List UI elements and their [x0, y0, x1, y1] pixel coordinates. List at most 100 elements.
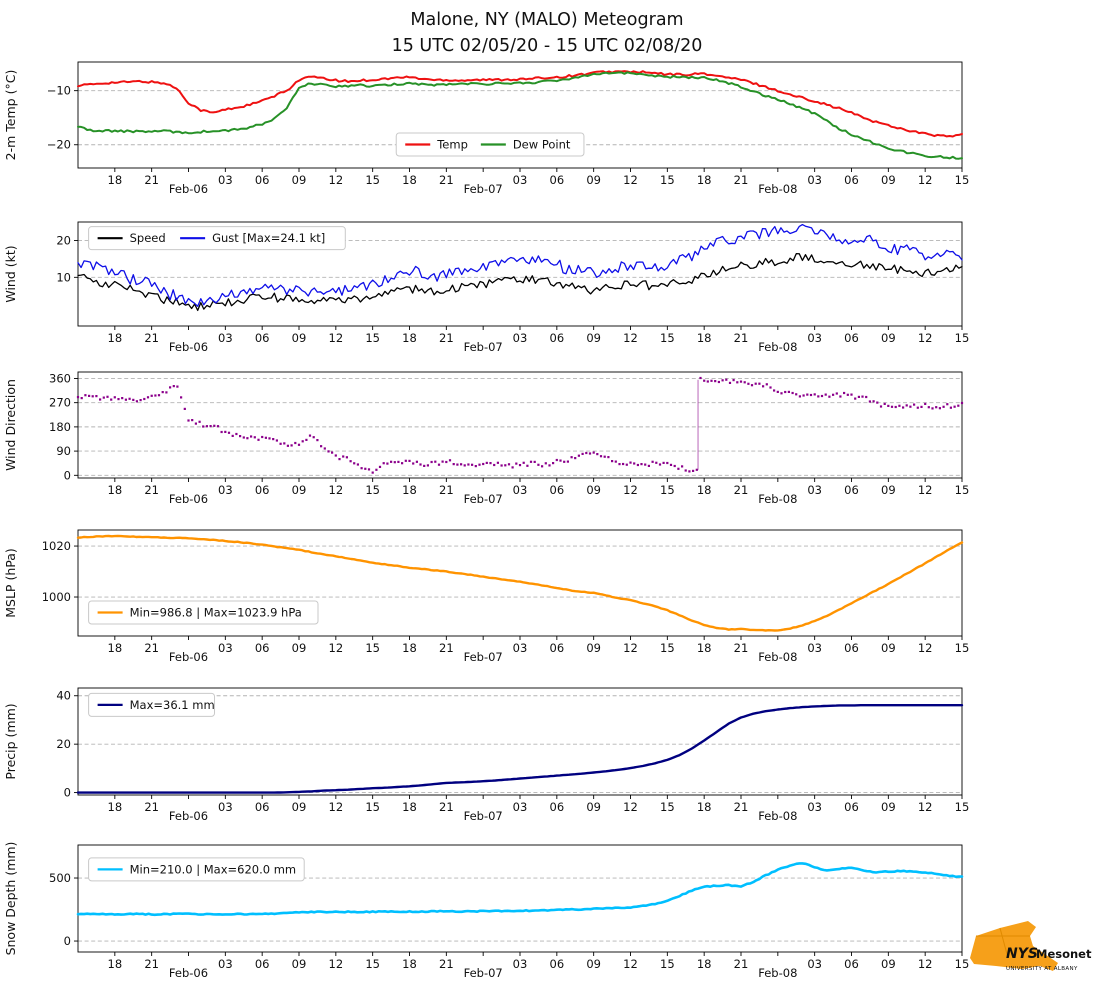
- winddir-dot: [773, 389, 776, 392]
- winddir-dot: [275, 439, 278, 442]
- x-tick-label: 15: [660, 331, 675, 345]
- winddir-dot: [857, 395, 860, 398]
- winddir-dot: [239, 435, 242, 438]
- x-tick-label: 18: [697, 331, 712, 345]
- x-tick-label: 15: [660, 800, 675, 814]
- winddir-dot: [231, 434, 234, 437]
- winddir-dot: [902, 406, 905, 409]
- winddir-dot: [795, 393, 798, 396]
- winddir-dot: [765, 383, 768, 386]
- winddir-dot: [563, 460, 566, 463]
- x-tick-label: 03: [218, 957, 233, 971]
- x-tick-label: 12: [918, 331, 933, 345]
- winddir-dot: [780, 392, 783, 395]
- x-tick-label: 12: [329, 957, 344, 971]
- x-tick-label: 03: [218, 331, 233, 345]
- winddir-dot: [264, 436, 267, 439]
- x-tick-label: 21: [734, 800, 749, 814]
- winddir-dot: [364, 467, 367, 470]
- winddir-dot: [699, 376, 702, 380]
- winddir-dot: [412, 462, 415, 465]
- winddir-dot: [511, 466, 514, 469]
- x-tick-label: Feb-08: [758, 182, 797, 196]
- winddir-dot: [301, 440, 304, 443]
- winddir-dot: [382, 462, 385, 465]
- winddir-dot: [949, 406, 952, 409]
- winddir-dot: [865, 395, 868, 399]
- winddir-dot: [415, 460, 418, 463]
- x-tick-label: Feb-07: [464, 492, 503, 506]
- winddir-dot: [581, 452, 584, 455]
- winddir-dot: [938, 407, 941, 410]
- x-tick-label: Feb-07: [464, 340, 503, 354]
- x-tick-label: 03: [218, 641, 233, 655]
- winddir-dot: [854, 397, 857, 400]
- winddir-dot: [629, 461, 632, 464]
- winddir-dot: [327, 450, 330, 453]
- x-tick-label: 06: [255, 641, 270, 655]
- figure-title: Malone, NY (MALO) Meteogram 15 UTC 02/05…: [0, 7, 1094, 60]
- x-tick-label: 12: [329, 173, 344, 187]
- x-tick-label: 18: [108, 641, 123, 655]
- x-tick-label: 18: [697, 957, 712, 971]
- winddir-dot: [117, 398, 120, 401]
- chart-mslp: 1000 1020 18 21 Feb-06 03 06 09 12 15 18 21 Feb-07 03…: [3, 529, 969, 664]
- winddir-dot: [80, 397, 83, 400]
- winddir-dot: [776, 390, 779, 393]
- winddir-dot: [146, 396, 150, 399]
- winddir-dot: [658, 463, 662, 466]
- winddir-dot: [894, 405, 897, 409]
- winddir-dot: [110, 398, 113, 401]
- x-tick-label: 09: [881, 957, 896, 971]
- winddir-dot: [272, 438, 275, 441]
- x-tick-label: 03: [807, 483, 822, 497]
- x-tick-label: 15: [955, 957, 970, 971]
- winddir-dot: [478, 463, 481, 466]
- winddir-dot: [331, 451, 334, 454]
- winddir-dot: [614, 460, 617, 463]
- winddir-dot: [677, 467, 680, 470]
- winddir-dot: [353, 462, 356, 465]
- x-tick-label: 06: [550, 641, 565, 655]
- x-tick-label: 09: [586, 173, 601, 187]
- x-tick-label: 09: [292, 957, 307, 971]
- x-tick-label: 09: [292, 173, 307, 187]
- x-tick-label: 21: [144, 641, 159, 655]
- winddir-dot: [202, 425, 205, 428]
- x-tick-label: 03: [218, 173, 233, 187]
- winddir-dot: [169, 386, 172, 389]
- x-tick-label: 06: [550, 957, 565, 971]
- x-tick-label: Feb-06: [169, 340, 208, 354]
- x-tick-label: 15: [955, 800, 970, 814]
- winddir-dot: [835, 392, 838, 395]
- winddir-dot: [397, 460, 400, 463]
- winddir-dot: [732, 379, 735, 382]
- y-axis-label: Precip (mm): [3, 703, 18, 779]
- winddir-dot: [684, 469, 687, 472]
- y-tick-label: 500: [49, 871, 71, 885]
- x-tick-label: 09: [586, 957, 601, 971]
- x-tick-label: Feb-06: [169, 182, 208, 196]
- x-tick-label: 06: [550, 800, 565, 814]
- winddir-dot: [599, 455, 603, 458]
- x-tick-label: 03: [513, 483, 528, 497]
- y-tick-label: 0: [64, 934, 71, 948]
- x-tick-label: 03: [513, 641, 528, 655]
- x-tick-label: 12: [329, 800, 344, 814]
- x-tick-label: 09: [586, 483, 601, 497]
- x-tick-label: 03: [513, 173, 528, 187]
- winddir-dot: [588, 452, 592, 455]
- x-tick-label: 09: [881, 331, 896, 345]
- x-tick-label: 12: [918, 173, 933, 187]
- winddir-dot: [688, 470, 691, 473]
- winddir-dot: [769, 386, 772, 389]
- winddir-dot: [798, 395, 801, 398]
- winddir-dot: [574, 457, 577, 460]
- winddir-dot: [187, 419, 190, 422]
- x-tick-label: 06: [255, 331, 270, 345]
- legend-label: Min=986.8 | Max=1023.9 hPa: [130, 606, 302, 620]
- winddir-dot: [669, 463, 673, 466]
- x-tick-label: 21: [439, 331, 454, 345]
